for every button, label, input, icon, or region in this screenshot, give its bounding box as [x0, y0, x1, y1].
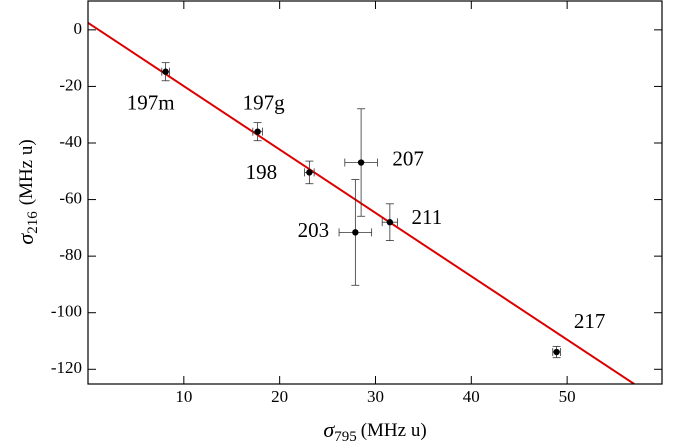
point [357, 159, 365, 166]
x-tick-label: 30 [367, 387, 384, 406]
point-label: 211 [411, 205, 442, 229]
x-symbol: σ [323, 417, 335, 442]
point-label: 203 [298, 218, 330, 242]
y-symbol: σ [13, 233, 38, 245]
point [254, 128, 261, 135]
y-tick-label: -20 [59, 75, 82, 94]
y-sub: 216 [25, 211, 41, 234]
point-label: 198 [246, 160, 278, 184]
x-tick-label: 10 [175, 387, 192, 406]
x-sub: 795 [334, 429, 357, 445]
x-tick-label: 50 [559, 387, 576, 406]
x-tick-label: 40 [463, 387, 480, 406]
y-tick-label: -120 [51, 358, 82, 377]
y-tick-label: -40 [59, 132, 82, 151]
point [306, 169, 313, 176]
point [162, 68, 169, 75]
point [386, 219, 394, 226]
point-label: 197g [243, 90, 286, 114]
point [352, 229, 359, 236]
y-axis-label: σ216 (MHz u) [13, 139, 41, 244]
y-tick-label: -100 [51, 302, 82, 321]
y-tick-label: -80 [59, 245, 82, 264]
plot-frame [87, 0, 663, 385]
point-label: 217 [574, 309, 606, 333]
y-tick-label: -60 [59, 188, 82, 207]
x-axis-label: σ795 (MHz u) [323, 417, 426, 445]
point-label: 207 [392, 146, 424, 170]
point-label: 197m [127, 91, 175, 115]
x-tick-label: 20 [271, 387, 288, 406]
point [553, 348, 560, 356]
y-unit: (MHz u) [16, 139, 37, 205]
x-unit: (MHz u) [361, 420, 427, 441]
y-tick-label: 0 [74, 19, 83, 38]
